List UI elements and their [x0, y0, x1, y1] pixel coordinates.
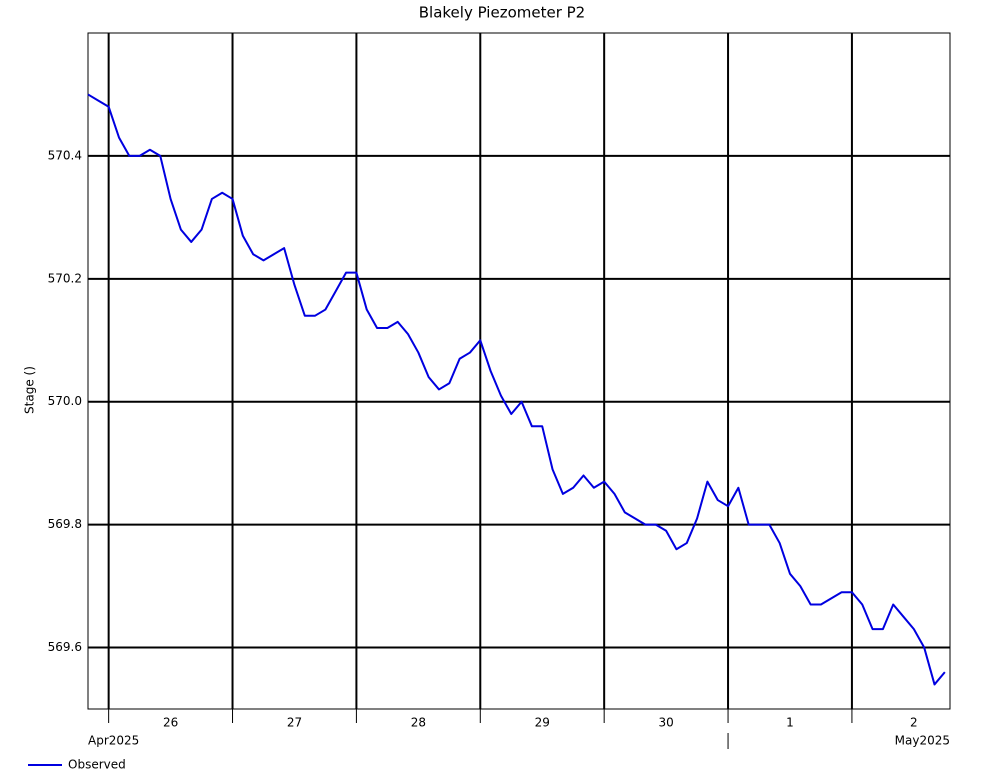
x-tick-label: 2	[910, 716, 918, 730]
x-tick-label: 1	[786, 716, 794, 730]
y-tick-label: 570.4	[48, 148, 82, 162]
x-tick-label: 29	[535, 716, 550, 730]
y-tick-label: 569.8	[48, 517, 82, 531]
y-tick-label: 570.0	[48, 394, 82, 408]
month-label: Apr2025	[88, 734, 139, 748]
y-axis-label: Stage ()	[23, 366, 37, 414]
month-label: May2025	[895, 734, 950, 748]
plot-frame	[87, 32, 951, 710]
x-tick-label: 27	[287, 716, 302, 730]
y-tick-label: 570.2	[48, 271, 82, 285]
data-line	[87, 93, 946, 686]
legend-label: Observed	[68, 758, 126, 772]
x-tick-label: 26	[163, 716, 178, 730]
chart-title: Blakely Piezometer P2	[419, 4, 585, 22]
y-tick-label: 569.6	[48, 640, 82, 654]
x-tick-label: 28	[411, 716, 426, 730]
x-tick-label: 30	[658, 716, 673, 730]
